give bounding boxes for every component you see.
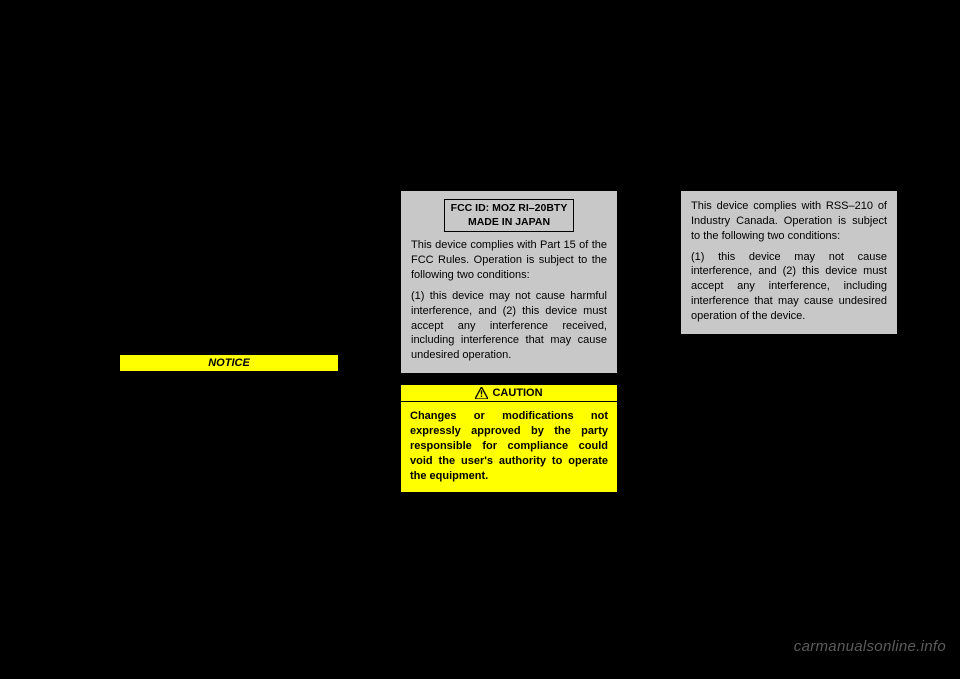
notice-label: NOTICE	[208, 357, 250, 369]
middle-column: FCC ID: MOZ RI–20BTY MADE IN JAPAN This …	[400, 190, 618, 493]
right-column: This device complies with RSS–210 of Ind…	[680, 190, 898, 335]
caution-box: CAUTION Changes or modifications not exp…	[400, 384, 618, 493]
fcc-compliance-box: FCC ID: MOZ RI–20BTY MADE IN JAPAN This …	[400, 190, 618, 374]
canada-text-p1: This device complies with RSS–210 of Ind…	[691, 199, 887, 244]
canada-text-p2: (1) this device may not cause interferen…	[691, 250, 887, 324]
spacer	[400, 374, 618, 384]
watermark: carmanualsonline.info	[794, 638, 946, 655]
caution-body: Changes or modifications not expressly a…	[401, 402, 617, 492]
fcc-text-p2: (1) this device may not cause harmful in…	[411, 289, 607, 363]
caution-label: CAUTION	[492, 387, 542, 399]
left-column: NOTICE	[120, 355, 338, 371]
canada-compliance-box: This device complies with RSS–210 of Ind…	[680, 190, 898, 335]
manual-page: NOTICE FCC ID: MOZ RI–20BTY MADE IN JAPA…	[0, 0, 960, 679]
fcc-id-line2: MADE IN JAPAN	[468, 216, 550, 228]
fcc-id-label: FCC ID: MOZ RI–20BTY MADE IN JAPAN	[444, 199, 574, 232]
caution-header: CAUTION	[401, 385, 617, 402]
notice-bar: NOTICE	[120, 355, 338, 371]
fcc-text-p1: This device complies with Part 15 of the…	[411, 238, 607, 283]
fcc-id-line1: FCC ID: MOZ RI–20BTY	[451, 202, 568, 214]
warning-triangle-icon	[475, 387, 488, 399]
